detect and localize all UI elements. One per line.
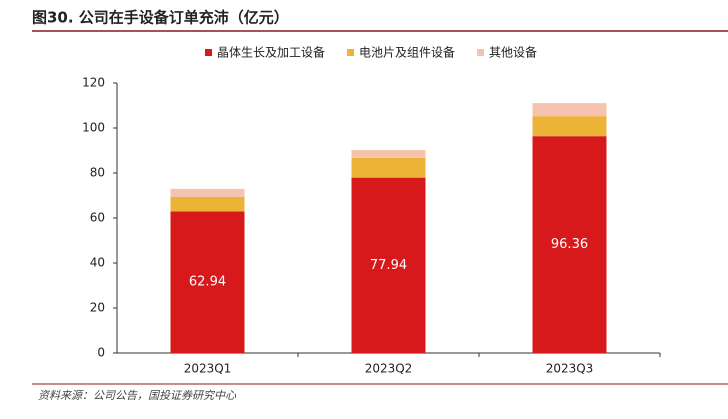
bar-segment	[351, 177, 426, 353]
data-label: 77.94	[370, 258, 407, 273]
source-note: 资料来源：公司公告，国投证券研究中心	[38, 389, 237, 402]
bar-segment	[351, 149, 426, 158]
legend-label: 电池片及组件设备	[359, 46, 455, 60]
legend-swatch	[205, 49, 212, 56]
y-tick-label: 80	[90, 166, 105, 180]
bar-segment	[170, 211, 245, 353]
bar-segment	[532, 103, 607, 117]
x-tick-label: 2023Q3	[546, 362, 594, 376]
x-tick-label: 2023Q1	[184, 362, 232, 376]
y-tick-label: 40	[90, 256, 105, 270]
legend-label: 其他设备	[489, 46, 537, 60]
y-tick-label: 20	[90, 301, 105, 315]
legend-label: 晶体生长及加工设备	[217, 46, 325, 60]
bar-segment	[351, 157, 426, 178]
chart-title: 图30. 公司在手设备订单充沛（亿元）	[32, 9, 289, 27]
legend-swatch	[347, 49, 355, 56]
y-tick-label: 0	[97, 346, 105, 360]
bar-segment	[170, 196, 245, 212]
y-tick-label: 120	[82, 76, 105, 90]
x-tick-label: 2023Q2	[365, 362, 413, 376]
data-label: 96.36	[551, 237, 588, 252]
bar-segment	[532, 116, 607, 137]
bar-segment	[170, 188, 245, 197]
legend-swatch	[477, 49, 485, 56]
y-tick-label: 60	[90, 211, 105, 225]
bar-segment	[532, 136, 607, 353]
data-label: 62.94	[189, 275, 226, 290]
y-tick-label: 100	[82, 121, 105, 135]
